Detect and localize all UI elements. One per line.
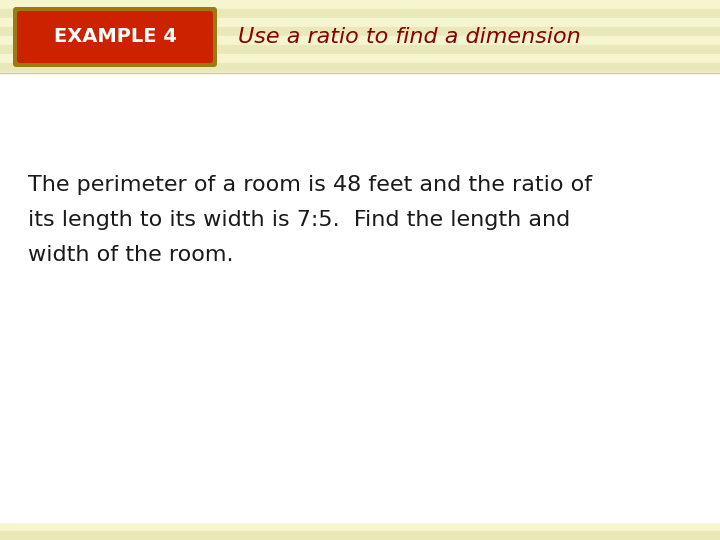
- Bar: [0, 9, 720, 18]
- Bar: [0, 153, 720, 162]
- Bar: [0, 441, 720, 450]
- Bar: [0, 72, 720, 81]
- Bar: [0, 369, 720, 378]
- Text: Use a ratio to find a dimension: Use a ratio to find a dimension: [238, 27, 581, 47]
- Bar: [0, 252, 720, 261]
- Bar: [0, 261, 720, 270]
- Bar: [0, 162, 720, 171]
- Bar: [0, 90, 720, 99]
- Bar: [0, 216, 720, 225]
- Bar: [0, 279, 720, 288]
- Bar: [0, 135, 720, 144]
- Bar: [0, 225, 720, 234]
- Bar: [0, 315, 720, 324]
- Bar: [0, 36, 720, 45]
- Bar: [0, 73, 720, 522]
- Bar: [0, 63, 720, 72]
- Bar: [0, 414, 720, 423]
- Bar: [0, 531, 720, 540]
- Bar: [0, 108, 720, 117]
- Bar: [0, 342, 720, 351]
- Bar: [0, 306, 720, 315]
- Bar: [0, 180, 720, 189]
- Bar: [0, 405, 720, 414]
- Bar: [0, 189, 720, 198]
- Bar: [0, 432, 720, 441]
- Text: EXAMPLE 4: EXAMPLE 4: [53, 28, 176, 46]
- Bar: [0, 27, 720, 36]
- Bar: [0, 99, 720, 108]
- Bar: [0, 504, 720, 513]
- Bar: [0, 423, 720, 432]
- Bar: [0, 324, 720, 333]
- Bar: [0, 450, 720, 459]
- FancyBboxPatch shape: [13, 7, 217, 67]
- Text: The perimeter of a room is 48 feet and the ratio of: The perimeter of a room is 48 feet and t…: [28, 175, 592, 195]
- Text: width of the room.: width of the room.: [28, 245, 233, 265]
- Bar: [0, 171, 720, 180]
- Bar: [0, 198, 720, 207]
- Bar: [0, 468, 720, 477]
- Bar: [0, 117, 720, 126]
- Bar: [0, 513, 720, 522]
- Text: its length to its width is 7:5.  Find the length and: its length to its width is 7:5. Find the…: [28, 210, 570, 230]
- Bar: [0, 387, 720, 396]
- FancyBboxPatch shape: [17, 11, 213, 63]
- Bar: [0, 522, 720, 531]
- Bar: [0, 126, 720, 135]
- Bar: [0, 477, 720, 486]
- Bar: [0, 333, 720, 342]
- Bar: [0, 270, 720, 279]
- Bar: [0, 18, 720, 27]
- Bar: [0, 297, 720, 306]
- Bar: [0, 378, 720, 387]
- Bar: [0, 0, 720, 9]
- Bar: [0, 351, 720, 360]
- Bar: [0, 495, 720, 504]
- Bar: [0, 81, 720, 90]
- Bar: [0, 243, 720, 252]
- Bar: [0, 288, 720, 297]
- Bar: [0, 396, 720, 405]
- Bar: [0, 360, 720, 369]
- Bar: [0, 234, 720, 243]
- Bar: [0, 54, 720, 63]
- Bar: [0, 144, 720, 153]
- Bar: [0, 207, 720, 216]
- Bar: [0, 45, 720, 54]
- Bar: [0, 486, 720, 495]
- Bar: [0, 459, 720, 468]
